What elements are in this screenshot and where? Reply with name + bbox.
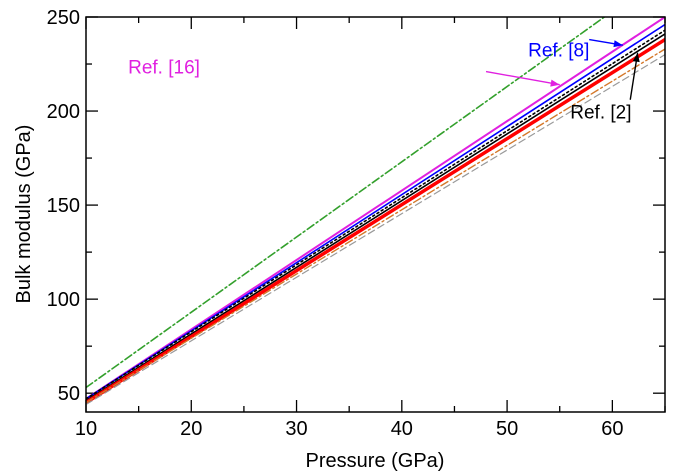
y-axis-label: Bulk modulus (GPa) <box>13 125 35 304</box>
x-tick-label: 20 <box>180 418 202 440</box>
annotation-layer: Ref. [16] Ref. [8] Ref. [2] <box>128 38 640 124</box>
x-tick-label: 30 <box>285 418 307 440</box>
series-line-8 <box>86 53 665 406</box>
series-line-5 <box>86 33 665 402</box>
annotation-label-2: Ref. [8] <box>528 41 589 62</box>
x-tick-label: 40 <box>391 418 413 440</box>
y-tick-label: 250 <box>47 7 80 29</box>
y-tick-label: 150 <box>47 195 80 217</box>
annotation-arrow-1 <box>485 70 560 86</box>
x-tick-label: 50 <box>496 418 518 440</box>
series-line-4 <box>86 29 665 400</box>
series-line-6 <box>86 37 665 405</box>
series-layer <box>86 17 665 406</box>
x-tick-label: 60 <box>601 418 623 440</box>
annotation-arrowhead-2 <box>613 40 623 48</box>
x-axis-label: Pressure (GPa) <box>306 450 445 472</box>
series-line-1 <box>86 17 606 389</box>
series-line-2 <box>86 17 665 400</box>
annotation-arrowhead-1 <box>550 79 560 87</box>
y-tick-label: 200 <box>47 101 80 123</box>
series-line-3 <box>86 23 665 400</box>
annotation-label-1: Ref. [16] <box>128 57 200 78</box>
x-tick-label: 10 <box>75 418 97 440</box>
annotation-label-3: Ref. [2] <box>570 103 631 124</box>
tick-labels: 10 20 30 40 50 60 50 100 150 200 250 <box>47 7 624 440</box>
annotation-arrowhead-3 <box>632 52 640 63</box>
y-tick-label: 100 <box>47 289 80 311</box>
series-line-7 <box>86 48 665 404</box>
y-tick-label: 50 <box>58 383 80 405</box>
plot-frame <box>85 16 666 413</box>
